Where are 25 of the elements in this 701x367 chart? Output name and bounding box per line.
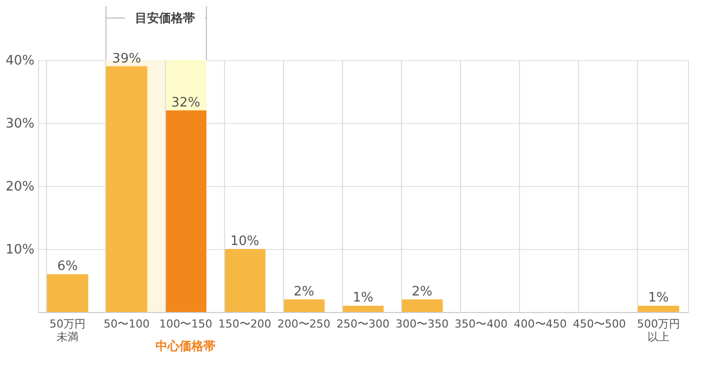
x-tick-label: 50万円未満 <box>50 318 86 344</box>
band-label: 目安価格帯 <box>135 11 196 25</box>
data-label: 39% <box>112 51 142 66</box>
x-tick-label: 450〜500 <box>572 318 626 330</box>
x-tick-label: 200〜250 <box>277 318 330 330</box>
data-label: 1% <box>648 290 669 306</box>
x-tick-label: 400〜450 <box>514 318 567 330</box>
x-tick-label: 100〜150 <box>159 318 212 330</box>
data-label: 2% <box>412 284 432 300</box>
x-tick-label: 250〜300 <box>336 318 390 330</box>
y-tick-label: 30% <box>6 116 34 132</box>
x-tick-label: 350〜400 <box>454 318 508 330</box>
data-label: 6% <box>57 259 78 274</box>
x-tick-label: 150〜200 <box>218 318 272 330</box>
band-label: 中心価格帯 <box>156 339 216 353</box>
data-label: 10% <box>230 234 260 249</box>
y-tick-label: 40% <box>6 54 34 68</box>
x-tick-label: 50〜100 <box>104 318 150 330</box>
data-label: 1% <box>352 290 374 306</box>
data-label: 32% <box>171 95 200 110</box>
y-tick-label: 10% <box>6 242 34 258</box>
data-label: 2% <box>294 284 314 300</box>
y-tick-label: 20% <box>6 180 34 194</box>
x-tick-label: 300〜350 <box>396 318 449 330</box>
x-tick-label: 500万円以上 <box>636 318 680 344</box>
